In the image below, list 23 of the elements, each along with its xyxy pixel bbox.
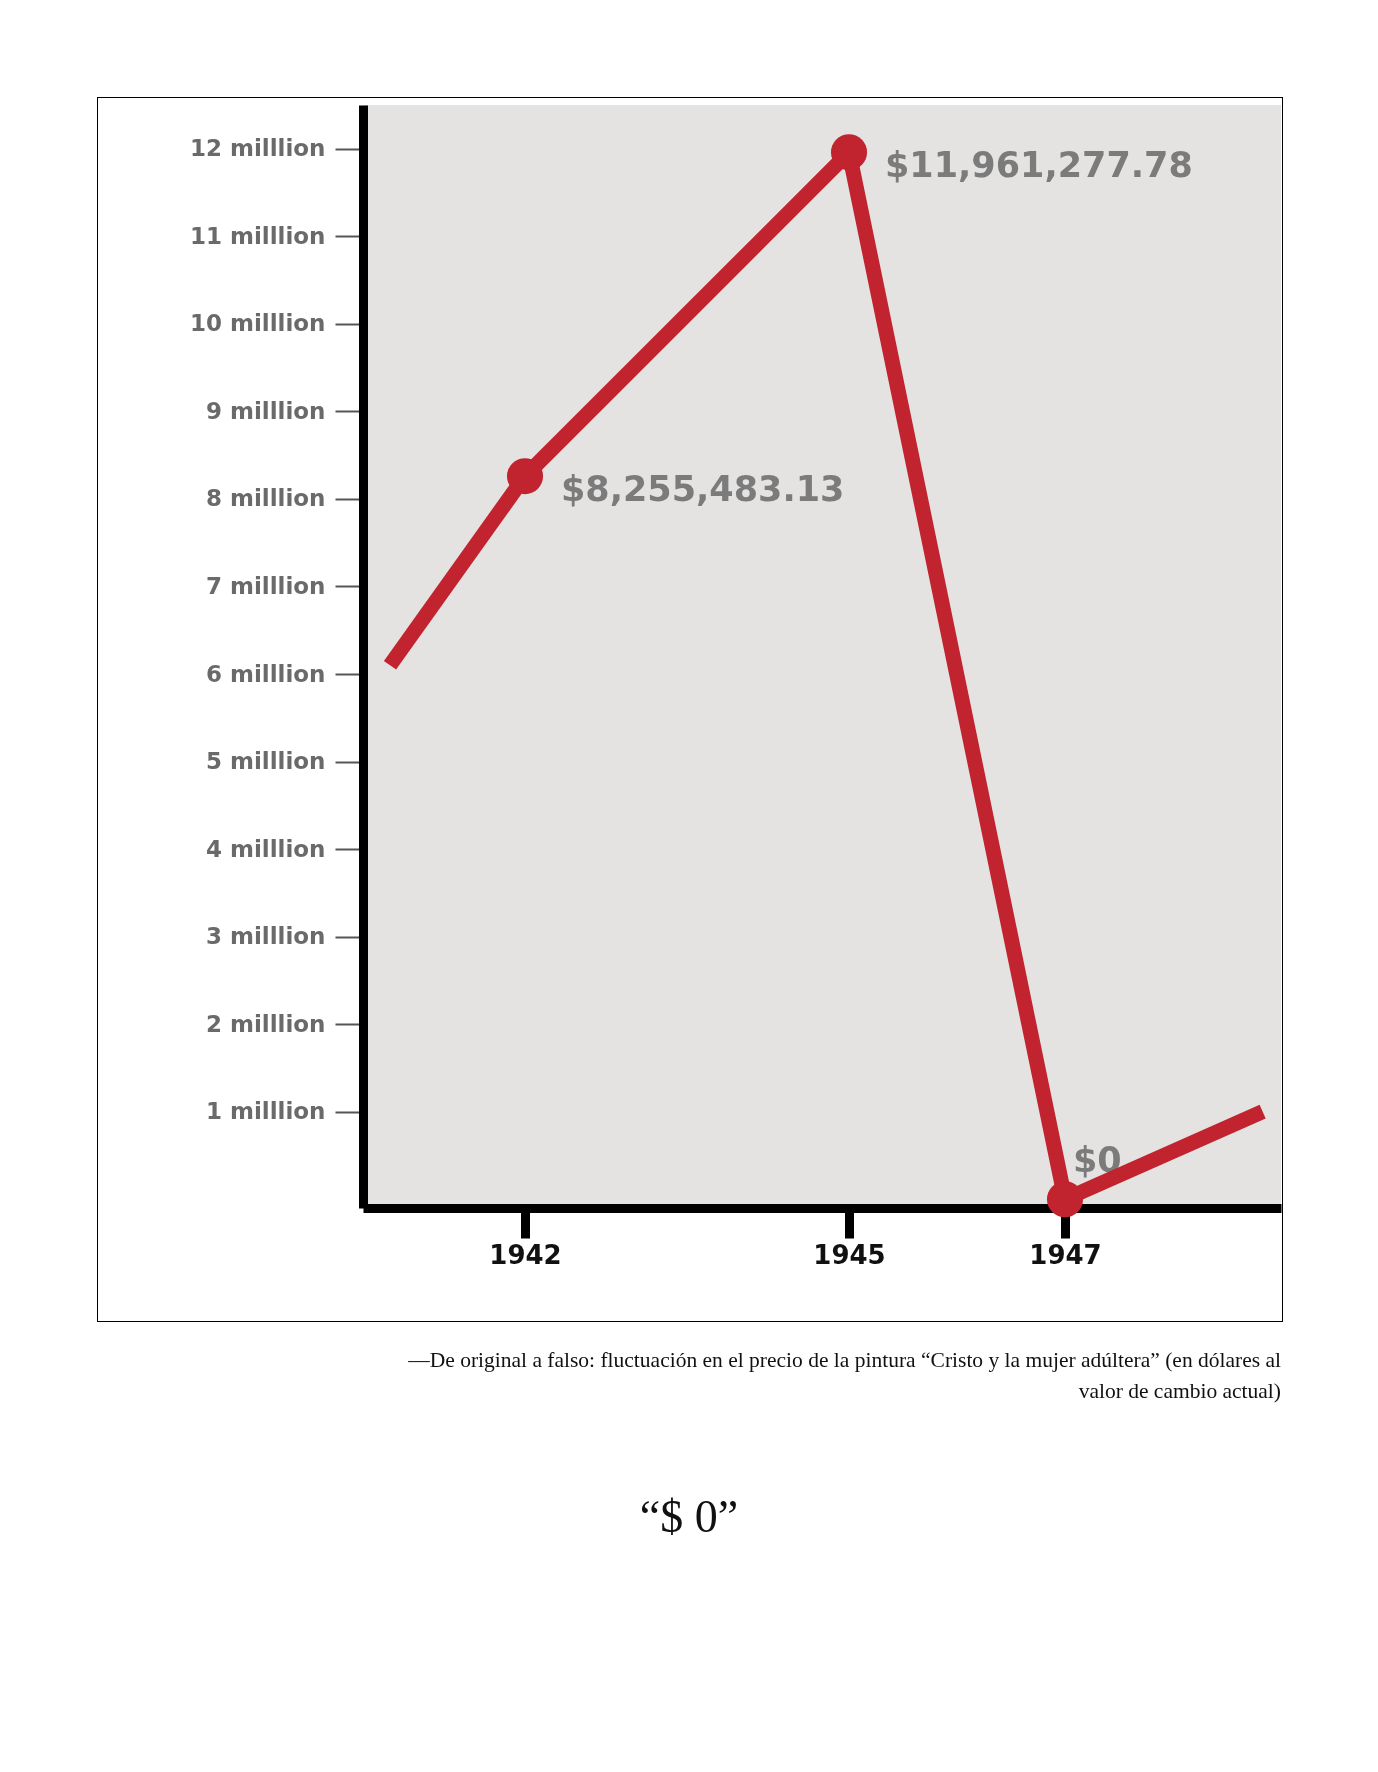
point <box>506 458 544 495</box>
y-tick-label: 9 milllion <box>205 397 326 424</box>
y-tick-label: 6 milllion <box>205 660 326 687</box>
y-tick-label: 8 milllion <box>205 485 326 512</box>
y-tick-label: 2 milllion <box>205 1010 326 1037</box>
y-tick-label: 4 milllion <box>205 835 326 862</box>
point <box>1046 1181 1084 1218</box>
x-tick-label: 1945 <box>813 1239 886 1270</box>
point <box>830 134 868 171</box>
annotation: $8,255,483.13 <box>561 469 845 510</box>
y-tick-label: 12 milllion <box>189 135 326 162</box>
annotation: $0 <box>1073 1140 1122 1181</box>
y-tick-label: 11 milllion <box>189 222 326 249</box>
y-tick-label: 3 milllion <box>205 923 326 950</box>
annotation: $11,961,277.78 <box>885 145 1193 186</box>
x-tick-label: 1947 <box>1029 1239 1102 1270</box>
x-tick-label: 1942 <box>489 1239 562 1270</box>
y-tick-label: 7 milllion <box>205 572 326 599</box>
text: —De original a falso: fluctuación en el precio de la pintura “Cristo y la mujer adúltera” (en dólares al valor de cambio actual) <box>407 1347 1281 1405</box>
y-tick-label: 1 milllion <box>205 1098 326 1125</box>
y-tick-label: 10 milllion <box>189 310 326 337</box>
y-tick-label: 5 milllion <box>205 748 326 775</box>
text: “$ 0” <box>638 1490 740 1543</box>
